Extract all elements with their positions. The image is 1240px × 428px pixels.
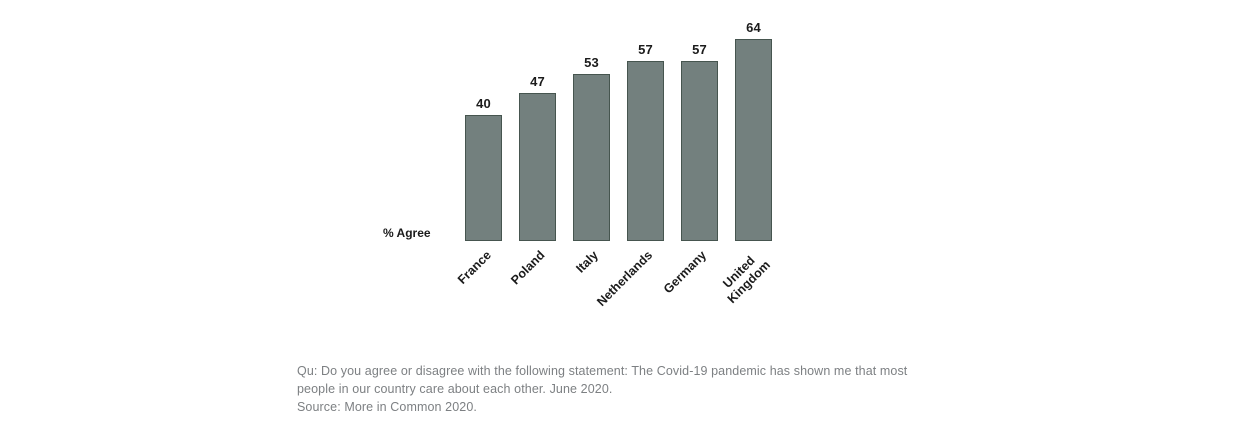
bar-value-label: 57	[692, 42, 707, 58]
bar-value-label: 57	[638, 42, 653, 58]
bar	[519, 92, 556, 241]
caption-question-line-2: people in our country care about each ot…	[297, 382, 613, 396]
bar	[681, 61, 718, 241]
bar	[573, 73, 610, 241]
x-axis-label: United Kingdom	[720, 253, 774, 307]
bar	[735, 39, 772, 241]
y-axis-label: % Agree	[383, 226, 431, 240]
x-axis-label: France	[454, 248, 494, 287]
bar-value-label: 47	[530, 73, 545, 89]
x-axis-label: Italy	[573, 248, 602, 276]
bar-group: 40 France	[455, 95, 502, 287]
bar	[627, 61, 664, 241]
caption-question-line-1: Qu: Do you agree or disagree with the fo…	[297, 364, 908, 378]
bar-chart: 40 France 47 Poland 53 Italy 57 Netherlands 57 Ge…	[455, 16, 774, 309]
bar-group: 57 Netherlands	[594, 42, 664, 309]
bar-value-label: 53	[584, 54, 599, 70]
bar-value-label: 40	[476, 95, 491, 111]
bar-group: 57 Germany	[661, 42, 718, 296]
bar-group: 47 Poland	[508, 73, 556, 287]
bar	[465, 114, 502, 241]
bar-group: 53 Italy	[573, 54, 610, 276]
caption-source-line: Source: More in Common 2020.	[297, 400, 477, 414]
x-axis-label: Netherlands	[594, 248, 656, 309]
chart-caption: Qu: Do you agree or disagree with the fo…	[297, 362, 907, 416]
x-axis-label: Germany	[661, 248, 710, 297]
bar-group: 64 United Kingdom	[721, 20, 774, 306]
x-axis-label: Poland	[508, 248, 548, 288]
bar-value-label: 64	[746, 20, 761, 35]
